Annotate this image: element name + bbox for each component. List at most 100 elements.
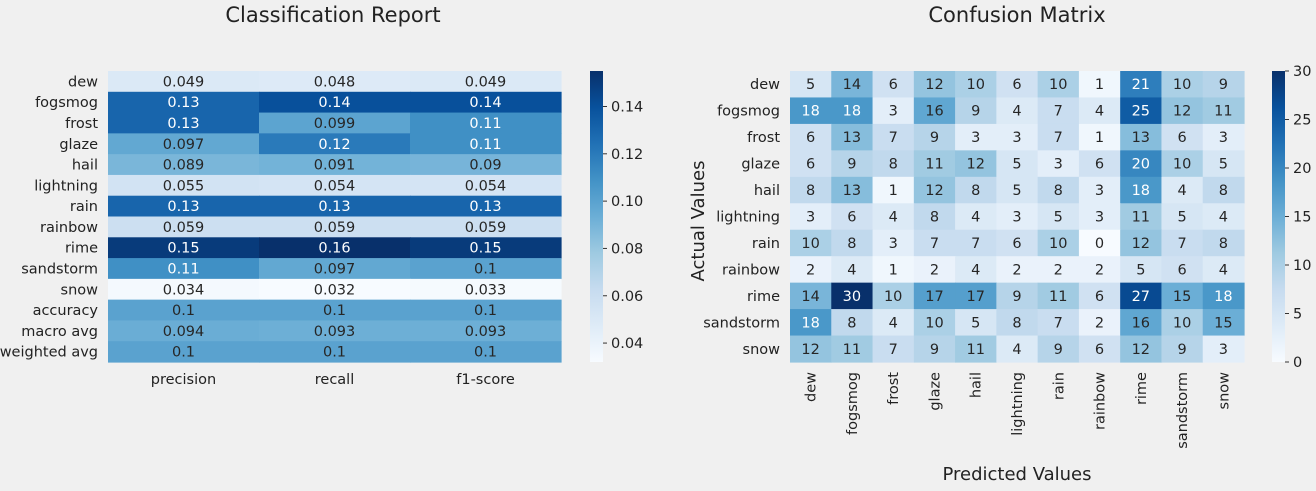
cell-value-label: 2: [1012, 262, 1021, 278]
cell-value-label: 27: [1132, 289, 1150, 305]
cell-value-label: 7: [930, 236, 939, 252]
colorbar-tick-label: 0.08: [611, 241, 643, 257]
heatmap-cell: [955, 335, 997, 363]
row-label-dew: dew: [750, 77, 780, 93]
cell-value-label: 2: [806, 262, 815, 278]
column-label-dew: dew: [804, 372, 820, 402]
heatmap-cell: [1037, 229, 1080, 257]
heatmap-cell: [913, 203, 956, 231]
cell-value-label: 2: [1095, 315, 1104, 331]
heatmap-cell: [1161, 203, 1204, 231]
heatmap-cell: [1078, 256, 1121, 284]
cell-value-label: 7: [971, 236, 980, 252]
heatmap-cell: [913, 71, 956, 99]
heatmap-cell: [831, 229, 874, 257]
cell-value-label: 1: [889, 183, 898, 199]
row-label-sandstorm: sandstorm: [703, 315, 780, 331]
cell-value-label: 18: [801, 104, 819, 120]
row-label-lightning: lightning: [716, 210, 780, 226]
cell-value-label: 4: [971, 262, 980, 278]
row-label-lightning: lightning: [34, 178, 98, 194]
row-label-snow: snow: [743, 342, 781, 358]
column-label-precision: precision: [151, 372, 216, 388]
heatmap-cell: [108, 299, 260, 322]
cell-value-label: 8: [847, 236, 856, 252]
cell-value-label: 10: [925, 315, 943, 331]
heatmap-cell: [1202, 282, 1245, 310]
cell-value-label: 5: [1177, 210, 1186, 226]
cell-value-label: 12: [1132, 342, 1150, 358]
cell-value-label: 3: [1012, 130, 1021, 146]
cell-value-label: 4: [1177, 183, 1186, 199]
heatmap-cell: [913, 335, 956, 363]
heatmap-cell: [1120, 335, 1163, 363]
heatmap-cell: [1161, 176, 1204, 204]
heatmap-cell: [108, 133, 260, 155]
cell-value-label: 0.091: [314, 158, 356, 174]
heatmap-cell: [1161, 256, 1204, 284]
heatmap-cell: [996, 256, 1039, 284]
heatmap-cell: [1161, 282, 1204, 310]
colorbar-tick-label: 20: [1293, 161, 1311, 177]
heatmap-cell: [259, 320, 411, 342]
cell-value-label: 0.059: [163, 220, 205, 236]
cell-value-label: 1: [1095, 130, 1104, 146]
cell-value-label: 10: [1173, 315, 1191, 331]
heatmap-cell: [872, 256, 915, 284]
cell-value-label: 0.09: [469, 158, 501, 174]
heatmap-cell: [259, 195, 411, 218]
row-label-glaze: glaze: [59, 137, 98, 153]
heatmap-cell: [1120, 229, 1163, 257]
heatmap-cell: [1120, 97, 1163, 125]
cell-value-label: 10: [1049, 236, 1067, 252]
cell-value-label: 13: [1132, 130, 1150, 146]
heatmap-cell: [872, 203, 915, 231]
heatmap-cell: [259, 71, 411, 93]
cell-value-label: 0.049: [465, 74, 507, 90]
heatmap-cell: [996, 282, 1039, 310]
heatmap-cell: [410, 195, 562, 218]
colorbar-tick-label: 30: [1293, 64, 1311, 80]
cell-value-label: 11: [843, 342, 861, 358]
heatmap-cell: [1202, 256, 1245, 284]
heatmap-cell: [955, 203, 997, 231]
cell-value-label: 10: [1173, 77, 1191, 93]
cell-value-label: 11: [925, 157, 943, 173]
heatmap-cell: [108, 341, 260, 363]
confusion-matrix-chart: Confusion Matrix 5 14 6 12 10 6 10 1 21 10 918 18 3 1…: [688, 3, 1311, 485]
heatmap-cell: [108, 91, 260, 114]
heatmap-cell: [790, 229, 832, 257]
heatmap-cell: [1037, 335, 1080, 363]
confusion-matrix-colorbar-ticks: 0 5 10 15 20 25 30: [1285, 64, 1311, 371]
heatmap-cell: [790, 176, 832, 204]
heatmap-cell: [872, 282, 915, 310]
heatmap-cell: [108, 278, 260, 301]
cell-value-label: 0.097: [314, 261, 356, 277]
cell-value-label: 6: [847, 210, 856, 226]
row-label-rainbow: rainbow: [40, 220, 98, 236]
heatmap-cell: [1120, 176, 1163, 204]
colorbar-tick-label: 0.04: [611, 336, 643, 352]
cell-value-label: 30: [843, 289, 861, 305]
cell-value-label: 0.049: [163, 74, 205, 90]
heatmap-cell: [996, 335, 1039, 363]
cell-value-label: 2: [1095, 262, 1104, 278]
row-label-fogsmog: fogsmog: [717, 104, 780, 120]
heatmap-cell: [1120, 282, 1163, 310]
cell-value-label: 10: [801, 236, 819, 252]
cell-value-label: 3: [1095, 183, 1104, 199]
cell-value-label: 10: [967, 77, 985, 93]
colorbar-tick-label: 10: [1293, 258, 1311, 274]
cell-value-label: 6: [1095, 157, 1104, 173]
heatmap-cell: [1202, 229, 1245, 257]
cell-value-label: 9: [930, 130, 939, 146]
row-label-hail: hail: [754, 183, 780, 199]
cell-value-label: 0.032: [314, 282, 356, 298]
row-label-snow: snow: [61, 282, 99, 298]
cell-value-label: 9: [1012, 289, 1021, 305]
cell-value-label: 4: [1012, 104, 1021, 120]
cell-value-label: 0.048: [314, 74, 356, 90]
heatmap-cell: [872, 309, 915, 337]
heatmap-cell: [1161, 150, 1204, 178]
cell-value-label: 8: [1054, 183, 1063, 199]
